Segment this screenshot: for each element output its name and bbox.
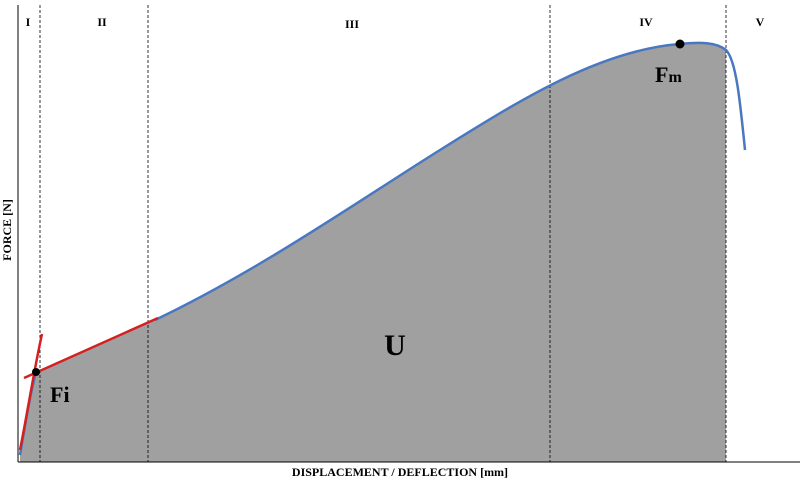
- point-label: Fm: [655, 62, 682, 87]
- region-label: V: [756, 15, 765, 29]
- y-axis-label: FORCE [N]: [0, 199, 14, 261]
- point-label-sub: i: [63, 382, 69, 407]
- point-label-sub: m: [668, 69, 682, 86]
- x-axis-label: DISPLACEMENT / DEFLECTION [mm]: [292, 465, 508, 479]
- point-label-main: F: [655, 62, 668, 87]
- region-label: I: [26, 15, 31, 29]
- energy-area: [20, 42, 726, 463]
- region-label: III: [345, 17, 359, 31]
- region-dividers: [39, 5, 727, 462]
- point-label-main: F: [50, 382, 63, 407]
- point-label: Fi: [50, 382, 70, 407]
- fm-point: [675, 39, 685, 49]
- fi-point: [32, 368, 40, 376]
- region-label: IV: [639, 15, 653, 29]
- area-label: U: [384, 329, 406, 362]
- tangent-lines: [18, 316, 159, 451]
- region-label: II: [97, 15, 107, 29]
